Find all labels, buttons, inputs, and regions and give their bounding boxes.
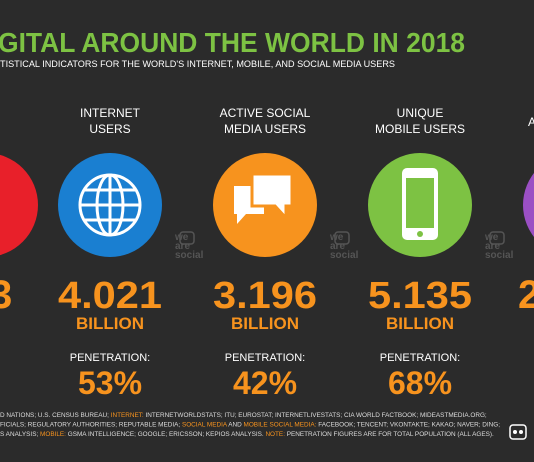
penetration-label: PENETRATION: — [70, 352, 150, 364]
watermark-logo — [334, 231, 350, 245]
watermark: are — [330, 241, 345, 252]
footer-segment: FICIALS; REGULATORY AUTHORITIES; REPUTAB… — [0, 422, 182, 429]
column-value: 4.021 — [58, 275, 162, 317]
watermark: are — [485, 241, 500, 252]
footer-segment: AND — [227, 422, 244, 429]
chat-icon — [213, 153, 317, 257]
footer-segment: NOTE: — [265, 431, 285, 438]
footer-line: D NATIONS; U.S. CENSUS BUREAU; INTERNET:… — [0, 412, 487, 419]
watermark: social — [330, 250, 359, 261]
watermark: we — [174, 232, 189, 243]
column-label: MEDIA USERS — [224, 122, 306, 136]
footer-segment: GSMA INTELLIGENCE; GOOGLE; ERICSSON; KEP… — [66, 431, 265, 438]
globe-icon — [58, 153, 162, 257]
footer-segment: MOBILE: — [40, 431, 66, 438]
footer-segment: S ANALYSIS; — [0, 431, 40, 438]
column-unit: BILLION — [76, 314, 144, 333]
footer-segment: PENETRATION FIGURES ARE FOR TOTAL POPULA… — [285, 431, 494, 438]
column-label: INTERNET — [80, 106, 141, 120]
column-label: USERS — [89, 122, 130, 136]
footer-line: FICIALS; REGULATORY AUTHORITIES; REPUTAB… — [0, 422, 500, 429]
penetration-value: 53% — [78, 365, 142, 401]
partial-value: 3 — [0, 273, 12, 317]
penetration-label: PENETRATION: — [225, 352, 305, 364]
footer-segment: FACEBOOK; TENCENT; VKONTAKTE; KAKAO; NAV… — [316, 422, 500, 429]
column-unit: BILLION — [386, 314, 454, 333]
footer-segment: INTERNETWORLDSTATS; ITU; EUROSTAT; INTER… — [144, 412, 487, 419]
watermark: social — [175, 250, 204, 261]
footer-line: S ANALYSIS; MOBILE: GSMA INTELLIGENCE; G… — [0, 431, 494, 438]
title: GITAL AROUND THE WORLD IN 2018 — [0, 27, 465, 58]
penetration-value: 42% — [233, 365, 297, 401]
icon-circle — [523, 173, 534, 237]
watermark: are — [175, 241, 190, 252]
logo — [509, 424, 527, 440]
watermark: social — [485, 250, 514, 261]
footer-segment: MOBILE SOCIAL MEDIA: — [244, 422, 317, 429]
column-label: MOBILE USERS — [375, 122, 465, 136]
watermark-logo — [179, 231, 195, 245]
column-label: ACTIVE SOCIAL — [220, 106, 311, 120]
watermark-logo — [489, 231, 505, 245]
partial-label: A — [528, 115, 534, 129]
watermark: we — [329, 232, 344, 243]
footer-segment: SOCIAL MEDIA — [182, 422, 228, 429]
footer-segment: D NATIONS; U.S. CENSUS BUREAU; — [0, 412, 111, 419]
penetration-value: 68% — [388, 365, 452, 401]
column-unit: BILLION — [231, 314, 299, 333]
watermark: we — [484, 232, 499, 243]
column-value: 5.135 — [368, 275, 472, 317]
partial-value: 2 — [518, 273, 534, 317]
subtitle: TISTICAL INDICATORS FOR THE WORLD'S INTE… — [0, 59, 395, 69]
phone-icon — [368, 153, 472, 257]
column-value: 3.196 — [213, 275, 317, 317]
icon-circle — [0, 154, 38, 256]
column-label: UNIQUE — [397, 106, 444, 120]
penetration-label: PENETRATION: — [380, 352, 460, 364]
footer-segment: INTERNET: — [111, 412, 144, 419]
